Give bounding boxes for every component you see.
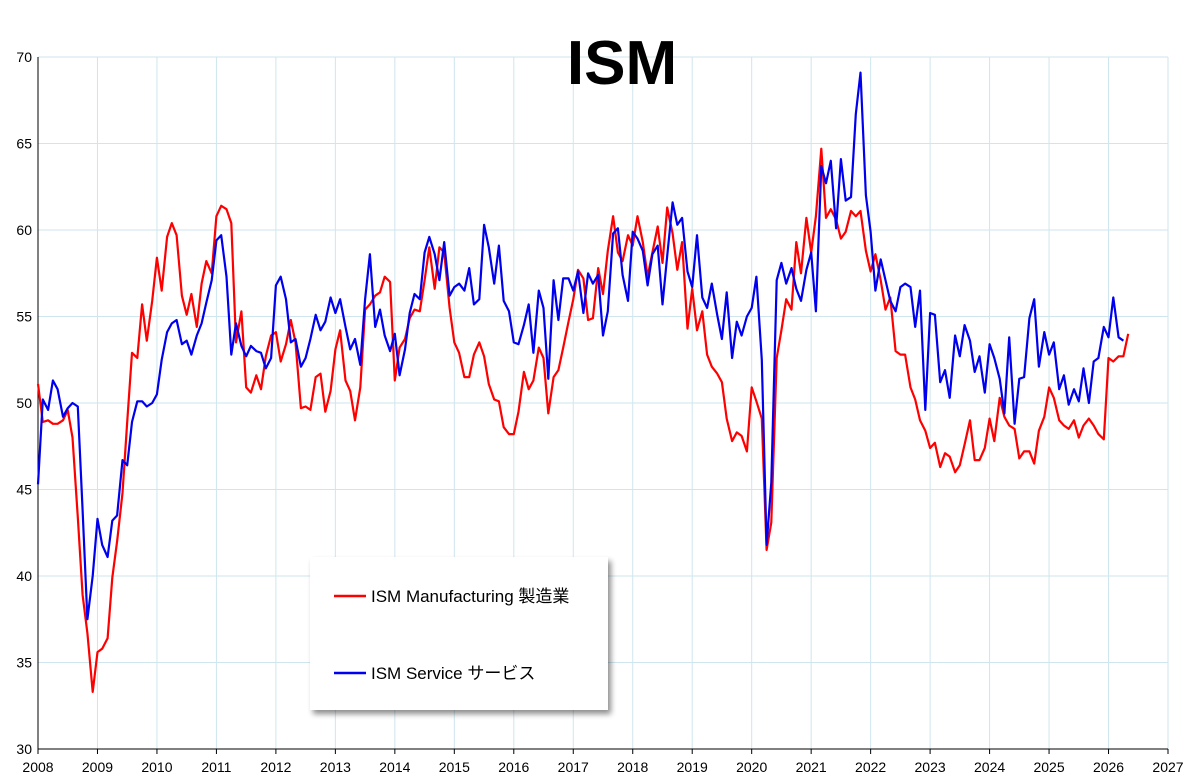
x-tick-label: 2012 <box>260 759 291 775</box>
x-tick-label: 2010 <box>141 759 172 775</box>
series-line-manufacturing <box>36 147 1130 693</box>
x-tick-label: 2017 <box>558 759 589 775</box>
y-tick-label: 65 <box>16 136 32 152</box>
y-tick-label: 40 <box>16 568 32 584</box>
gridlines <box>38 56 1169 749</box>
x-tick-label: 2015 <box>439 759 470 775</box>
x-tick-label: 2023 <box>915 759 946 775</box>
x-tick-label: 2011 <box>201 759 231 775</box>
x-tick-labels: 2008 2009 2010 2011 2012 2013 2014 2015 2016 2017… <box>22 759 1183 775</box>
x-tick-label: 2026 <box>1093 759 1124 775</box>
chart-title: ISM <box>567 29 677 98</box>
y-tick-label: 35 <box>16 655 32 671</box>
y-tick-label: 30 <box>16 741 32 757</box>
x-tick-label: 2014 <box>379 759 410 775</box>
x-tick-label: 2021 <box>796 759 827 775</box>
legend-box <box>310 557 608 710</box>
y-tick-label: 45 <box>16 482 32 498</box>
y-tick-label: 55 <box>16 309 32 325</box>
series-lines <box>36 71 1130 693</box>
x-tick-label: 2024 <box>974 759 1005 775</box>
x-tick-label: 2013 <box>320 759 351 775</box>
axes <box>37 57 1169 754</box>
x-tick-label: 2022 <box>855 759 886 775</box>
legend: ISM Manufacturing 製造業 ISM Service サービス <box>310 557 608 710</box>
y-tick-label: 50 <box>16 395 32 411</box>
x-tick-label: 2019 <box>677 759 708 775</box>
series-line-service <box>36 71 1125 621</box>
x-tick-label: 2025 <box>1033 759 1064 775</box>
x-tick-label: 2027 <box>1152 759 1183 775</box>
x-tick-label: 2020 <box>736 759 767 775</box>
x-tick-label: 2016 <box>498 759 529 775</box>
x-tick-label: 2008 <box>22 759 53 775</box>
y-tick-label: 70 <box>16 49 32 65</box>
legend-label-service: ISM Service サービス <box>371 664 535 683</box>
legend-label-manufacturing: ISM Manufacturing 製造業 <box>371 587 569 606</box>
x-tick-label: 2018 <box>617 759 648 775</box>
y-tick-label: 60 <box>16 222 32 238</box>
y-tick-labels: 30 35 40 45 50 55 60 65 70 <box>16 49 32 757</box>
x-tick-label: 2009 <box>82 759 113 775</box>
